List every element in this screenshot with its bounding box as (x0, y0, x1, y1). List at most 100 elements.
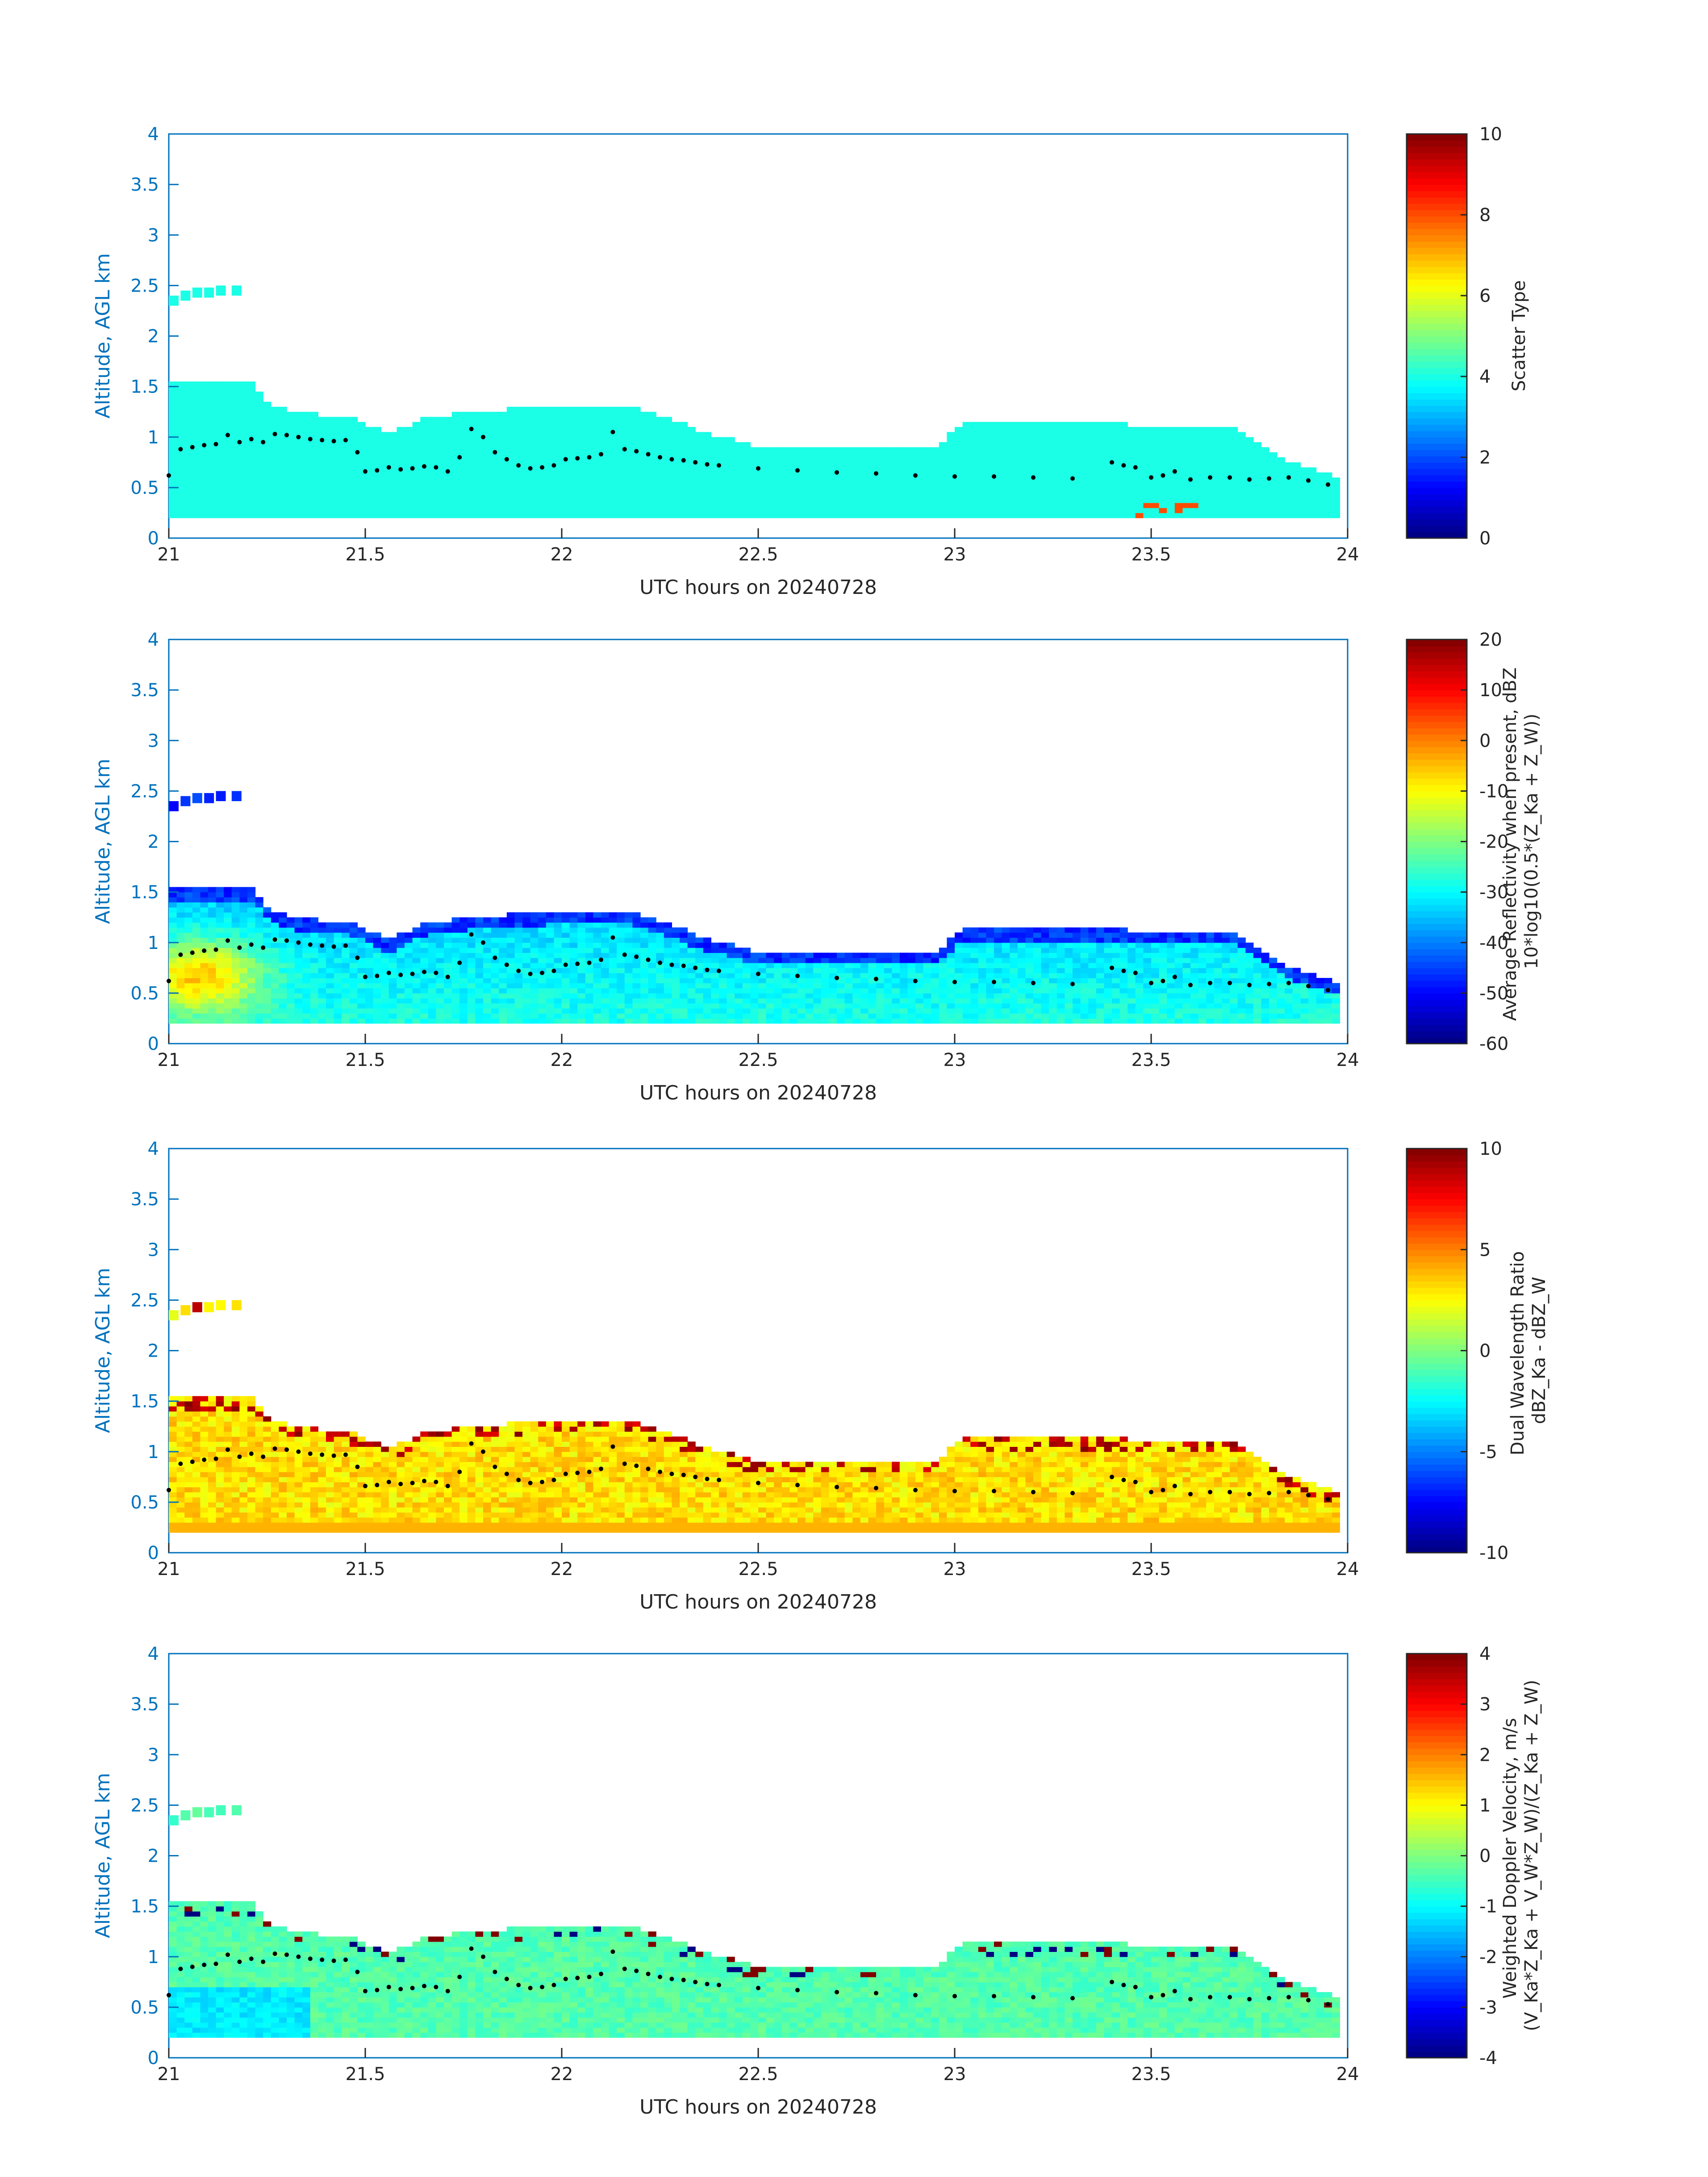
heatmap-cell (483, 412, 492, 418)
heatmap-cell (1308, 477, 1317, 483)
heatmap-cell (798, 1013, 806, 1019)
heatmap-cell (522, 973, 531, 978)
heatmap-cell (294, 983, 303, 989)
heatmap-cell (1237, 497, 1246, 503)
heatmap-cell (735, 973, 743, 978)
heatmap-cell (569, 998, 578, 1004)
cloud-top-dot (658, 455, 662, 460)
heatmap-cell (357, 493, 366, 498)
heatmap-cell (310, 927, 318, 933)
heatmap-cell (1119, 447, 1128, 453)
heatmap-cell (467, 437, 476, 443)
heatmap-cell (294, 963, 303, 968)
heatmap-cell (735, 1003, 743, 1009)
heatmap-cell (483, 457, 492, 463)
heatmap-cell (962, 968, 971, 974)
heatmap-cell (334, 477, 342, 483)
heatmap-cell (687, 1008, 696, 1014)
heatmap-cell (955, 513, 963, 518)
heatmap-cell (585, 406, 593, 412)
heatmap-cell (876, 953, 885, 958)
heatmap-cell (554, 912, 562, 918)
heatmap-cell (1214, 508, 1222, 513)
heatmap-cell (192, 467, 200, 473)
heatmap-cell (428, 968, 436, 974)
heatmap-cell (514, 442, 523, 447)
heatmap-cell (1025, 477, 1034, 483)
colorbar-segment (1407, 285, 1467, 292)
heatmap-cell (632, 978, 641, 983)
heatmap-cell (1159, 497, 1167, 503)
heatmap-cell (1230, 427, 1238, 432)
heatmap-cell (892, 452, 900, 458)
heatmap-cell (514, 932, 523, 938)
heatmap-cell (326, 948, 334, 953)
heatmap-cell (184, 391, 193, 397)
heatmap-cell (444, 497, 452, 503)
heatmap-cell (176, 998, 185, 1004)
heatmap-cell (287, 988, 295, 994)
cloud-top-dot (1110, 460, 1114, 465)
heatmap-cell (1119, 493, 1128, 498)
heatmap-cell (342, 922, 350, 928)
heatmap-cell (1261, 462, 1270, 468)
heatmap-cell (365, 932, 374, 938)
heatmap-cell (758, 477, 767, 483)
heatmap-cell (357, 508, 366, 513)
heatmap-cell (405, 963, 413, 968)
heatmap-cell (1073, 477, 1081, 483)
heatmap-cell (444, 978, 452, 983)
colorbar-segment (1407, 222, 1467, 229)
heatmap-cell (365, 513, 374, 518)
heatmap-cell (955, 953, 963, 958)
heatmap-cell (506, 508, 515, 513)
heatmap-cell (798, 978, 806, 983)
heatmap-cell (939, 968, 947, 974)
heatmap-cell (774, 963, 782, 968)
heatmap-cell (562, 477, 570, 483)
heatmap-cell (208, 912, 217, 918)
heatmap-cell (365, 988, 374, 994)
heatmap-cell (789, 988, 798, 994)
heatmap-cell (1253, 482, 1261, 488)
heatmap-cell (342, 978, 350, 983)
heatmap-cell (844, 508, 853, 513)
heatmap-cell (530, 442, 539, 447)
heatmap-cell (467, 963, 476, 968)
heatmap-cell (436, 983, 444, 989)
heatmap-cell (530, 513, 539, 518)
heatmap-cell (357, 1003, 366, 1009)
heatmap-cell (798, 998, 806, 1004)
heatmap-cell (326, 422, 334, 427)
heatmap-cell (357, 447, 366, 453)
heatmap-cell (428, 1008, 436, 1014)
heatmap-cell (711, 953, 719, 958)
heatmap-cell (907, 472, 916, 478)
heatmap-cell (978, 487, 986, 493)
heatmap-cell (467, 447, 476, 453)
heatmap-cell (962, 1003, 971, 1009)
heatmap-cell (978, 993, 986, 999)
heatmap-cell (852, 487, 861, 493)
heatmap-cell (444, 983, 452, 989)
heatmap-cell (680, 432, 688, 438)
cloud-top-dot (1161, 473, 1165, 478)
heatmap-cell (1292, 497, 1301, 503)
heatmap-cell (263, 963, 271, 968)
heatmap-cell (609, 502, 617, 508)
heatmap-cell (294, 442, 303, 447)
heatmap-cell (522, 942, 531, 948)
heatmap-cell (546, 993, 554, 999)
heatmap-cell (695, 482, 704, 488)
heatmap-cell (428, 1003, 436, 1009)
heatmap-cell (176, 1013, 185, 1019)
heatmap-cell (467, 472, 476, 478)
heatmap-cell (184, 406, 193, 412)
heatmap-cell (656, 973, 664, 978)
heatmap-cell (216, 487, 224, 493)
heatmap-cell (554, 922, 562, 928)
heatmap-cell (656, 988, 664, 994)
heatmap-cell (475, 412, 484, 418)
heatmap-cell (1222, 482, 1230, 488)
heatmap-cell (664, 957, 672, 963)
